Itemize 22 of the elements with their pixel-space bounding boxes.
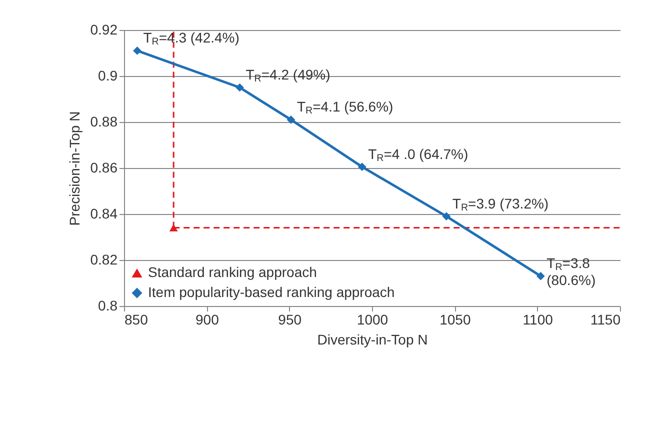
legend-label: Item popularity-based ranking approach — [148, 284, 395, 300]
x-tick-label: 1150 — [590, 312, 621, 328]
annotation: T$_{R}$=3.9 (73.2%) — [452, 195, 549, 213]
y-tick-label: 0.86 — [90, 160, 118, 176]
x-tick-label: 900 — [195, 312, 220, 328]
annotation: T$_{R}$=4.3 (42.4%) — [143, 30, 240, 48]
annotation: T$_{R}$=4.1 (56.6%) — [296, 98, 394, 116]
y-tick-label: 0.8 — [98, 298, 118, 314]
x-tick-label: 950 — [278, 312, 302, 328]
y-axis-title: Precision-in-Top N — [66, 111, 82, 226]
x-tick-label: 850 — [124, 312, 148, 328]
x-tick-label: 1100 — [522, 312, 554, 328]
x-axis-title: Diversity-in-Top N — [317, 332, 428, 348]
y-tick-label: 0.84 — [90, 206, 118, 222]
x-tick-label: 1000 — [356, 312, 388, 328]
legend-label: Standard ranking approach — [148, 264, 317, 280]
annotation: T$_{R}$=4 .0 (64.7%) — [368, 146, 468, 164]
y-tick-label: 0.9 — [98, 68, 118, 84]
y-tick-label: 0.88 — [90, 114, 118, 130]
y-tick-label: 0.82 — [90, 252, 118, 268]
x-tick-label: 1050 — [440, 312, 471, 328]
y-tick-label: 0.92 — [90, 22, 118, 38]
